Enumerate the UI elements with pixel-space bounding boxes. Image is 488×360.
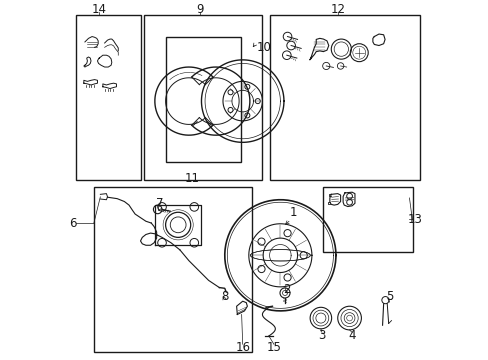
Bar [76, 15, 140, 180]
Text: 4: 4 [347, 329, 355, 342]
Text: 1: 1 [289, 206, 296, 219]
Text: 7: 7 [156, 197, 163, 210]
Bar [269, 15, 419, 180]
Text: 16: 16 [235, 341, 250, 354]
Bar [165, 37, 241, 162]
Text: 3: 3 [318, 329, 325, 342]
Text: 9: 9 [196, 3, 203, 16]
Text: 14: 14 [92, 3, 106, 16]
Text: 2: 2 [283, 283, 290, 296]
Text: 15: 15 [266, 341, 281, 354]
Text: 6: 6 [69, 216, 77, 230]
Bar [144, 15, 262, 180]
Bar [323, 187, 412, 252]
Text: 11: 11 [184, 172, 200, 185]
Text: 13: 13 [407, 213, 422, 226]
Text: 8: 8 [221, 290, 228, 303]
Text: 10: 10 [257, 41, 271, 54]
Bar [94, 187, 251, 352]
Text: 12: 12 [329, 3, 345, 16]
Text: 5: 5 [385, 290, 393, 303]
